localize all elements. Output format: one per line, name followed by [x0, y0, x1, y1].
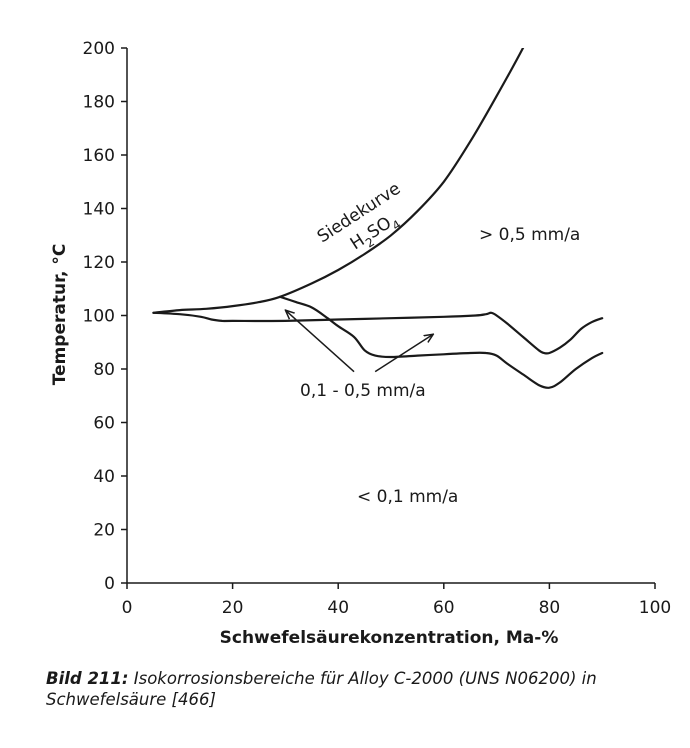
y-tick-label: 0 [104, 574, 115, 594]
annotation-arrow-2 [374, 334, 433, 373]
region-mid-label: 0,1 - 0,5 mm/a [300, 381, 426, 401]
x-tick-label: 80 [539, 598, 561, 618]
isocorrosion-chart: 0 20 40 60 80 100 120 140 160 180 200 0 20 40 60 80 100 S… [50, 39, 671, 648]
annotations: Siedekurve H2SO4 > 0,5 mm/a 0,1 - 0,5 mm… [285, 179, 580, 507]
region-low-label: < 0,1 mm/a [357, 487, 458, 507]
y-tick-label: 120 [83, 253, 115, 273]
y-tick-label: 20 [93, 521, 115, 541]
y-tick-label: 60 [93, 414, 115, 434]
y-tick-label: 80 [93, 360, 115, 380]
y-tick-label: 180 [83, 93, 115, 113]
isocorrosion-01-line [152, 311, 604, 355]
y-axis-title: Temperatur, °C [50, 244, 70, 386]
boiling-curve [152, 48, 525, 314]
x-tick-label: 60 [433, 598, 455, 618]
x-tick-label: 0 [122, 598, 133, 618]
axes: 0 20 40 60 80 100 120 140 160 180 200 0 20 40 60 80 100 S… [50, 39, 671, 648]
y-tick-label: 200 [83, 39, 115, 59]
y-tick-label: 40 [93, 467, 115, 487]
x-tick-label: 20 [222, 598, 244, 618]
figure-caption: Bild 211: Isokorrosionsbereiche für Allo… [46, 668, 676, 710]
x-tick-label: 40 [327, 598, 349, 618]
isocorrosion-05-line [279, 295, 604, 389]
caption-label: Bild 211: [46, 669, 129, 688]
x-tick-label: 100 [639, 598, 671, 618]
x-axis-title: Schwefelsäurekonzentration, Ma-% [220, 628, 559, 648]
annotation-arrow-1 [285, 310, 355, 373]
curves [152, 48, 604, 389]
y-tick-label: 140 [83, 200, 115, 220]
y-tick-label: 100 [83, 307, 115, 327]
region-high-label: > 0,5 mm/a [479, 225, 580, 245]
y-tick-label: 160 [83, 146, 115, 166]
caption-text: Isokorrosionsbereiche für Alloy C-2000 (… [46, 669, 597, 709]
